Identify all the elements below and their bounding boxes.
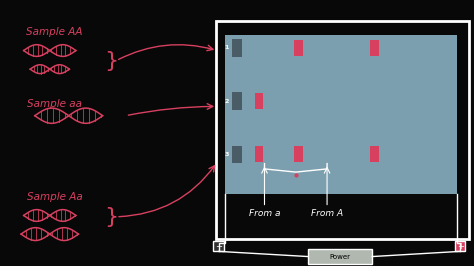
Text: −: −	[215, 242, 222, 251]
FancyBboxPatch shape	[216, 21, 469, 239]
Text: Sample Aa: Sample Aa	[27, 192, 82, 202]
FancyBboxPatch shape	[308, 249, 372, 264]
FancyBboxPatch shape	[232, 39, 242, 57]
Text: 1: 1	[224, 45, 228, 50]
Text: +: +	[457, 242, 464, 251]
Text: Sample aa: Sample aa	[27, 99, 82, 109]
Text: From A: From A	[311, 209, 343, 218]
Text: Sample AA: Sample AA	[26, 27, 83, 37]
Text: From a: From a	[249, 209, 280, 218]
FancyBboxPatch shape	[370, 146, 379, 162]
Text: }: }	[104, 51, 118, 70]
FancyBboxPatch shape	[232, 146, 242, 163]
FancyBboxPatch shape	[255, 93, 263, 109]
Text: }: }	[104, 207, 118, 227]
FancyBboxPatch shape	[370, 40, 379, 56]
FancyBboxPatch shape	[213, 241, 224, 251]
Text: 2: 2	[224, 99, 228, 103]
FancyBboxPatch shape	[255, 146, 263, 162]
Text: 3: 3	[224, 152, 228, 157]
FancyBboxPatch shape	[225, 35, 457, 194]
FancyBboxPatch shape	[232, 92, 242, 110]
FancyBboxPatch shape	[455, 241, 465, 251]
FancyBboxPatch shape	[294, 40, 303, 56]
Text: Power: Power	[329, 253, 351, 260]
FancyBboxPatch shape	[294, 146, 303, 162]
